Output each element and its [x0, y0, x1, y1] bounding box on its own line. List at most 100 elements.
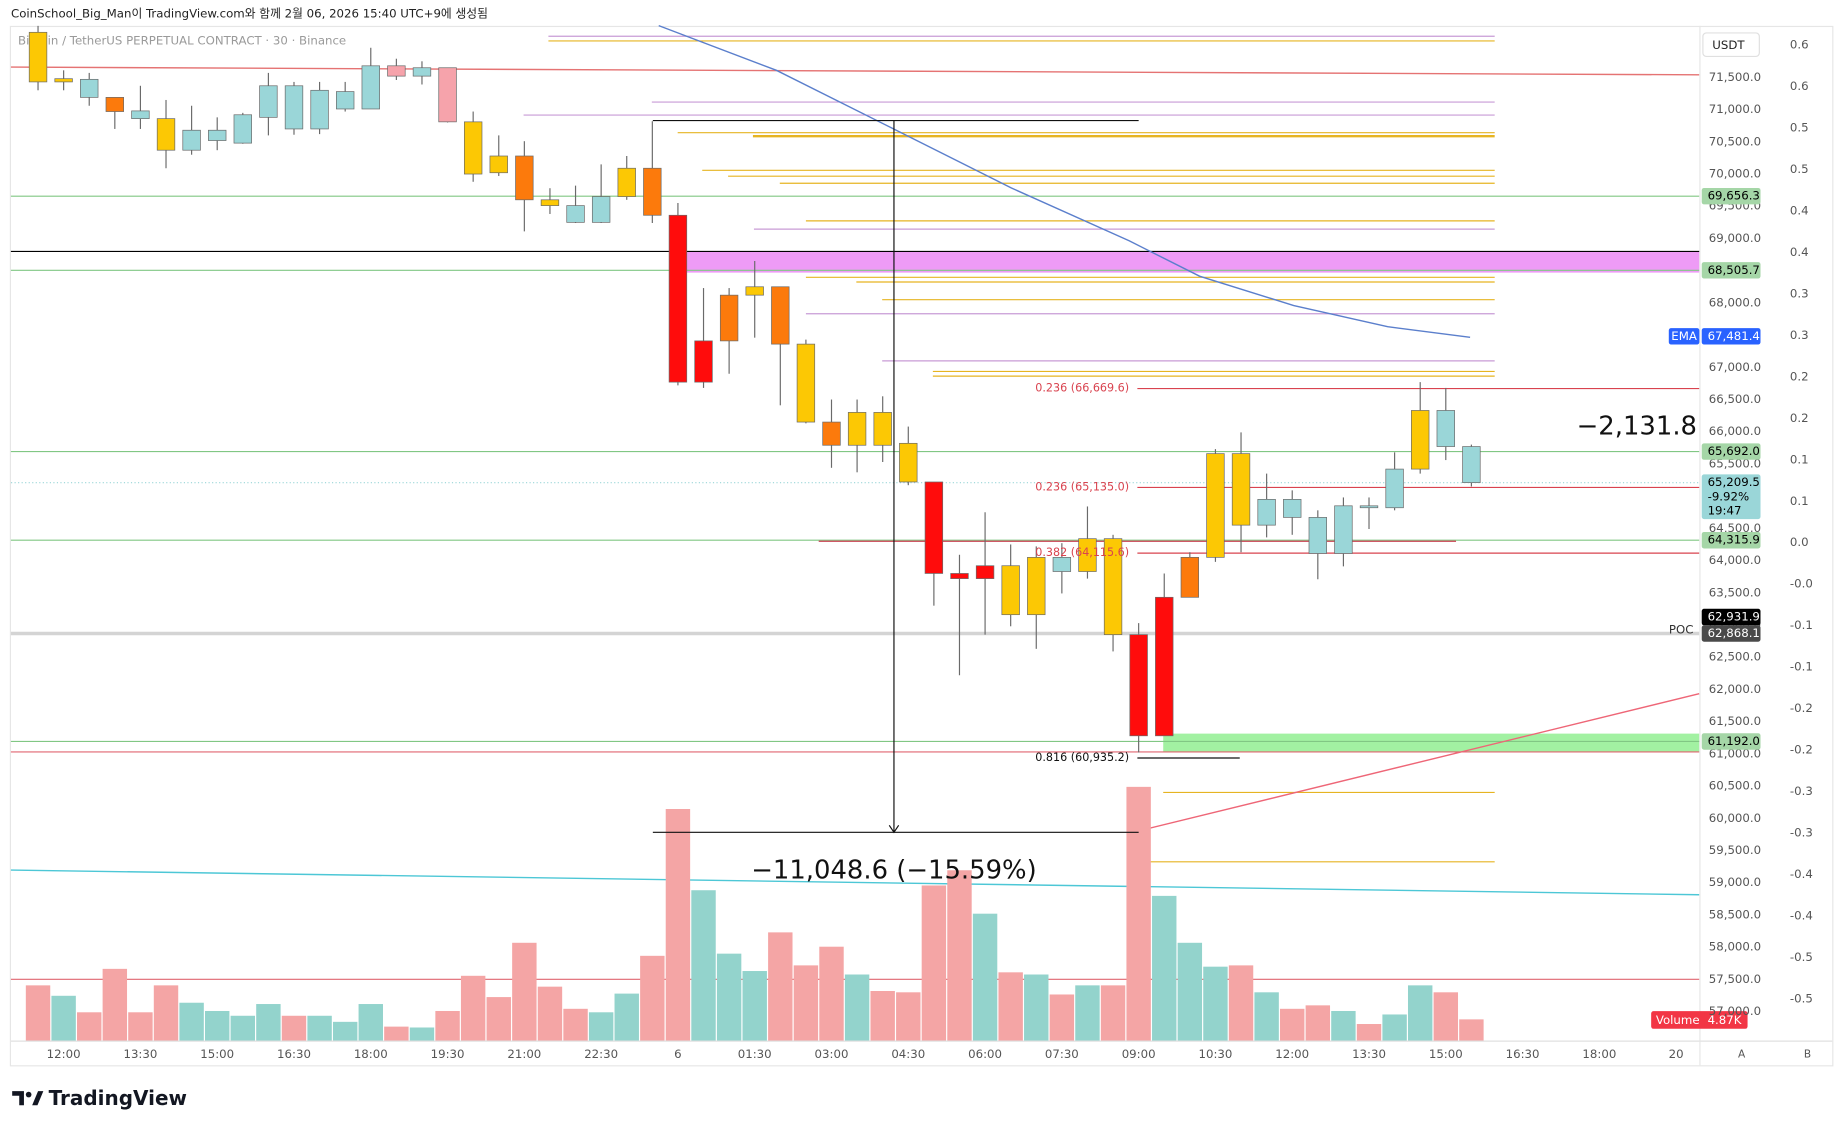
y2-tick-label: 0.4 — [1790, 245, 1809, 259]
y-tick-label: 71,500.0 — [1709, 70, 1761, 84]
candle-body — [489, 155, 508, 174]
candle-body — [1385, 468, 1404, 509]
y2-tick-label: -0.5 — [1790, 992, 1813, 1006]
price-tag-label: 68,505.7 — [1708, 263, 1760, 277]
scale-button[interactable]: A — [1738, 1049, 1746, 1061]
poc-label: POC — [1669, 622, 1694, 636]
candle-body — [1206, 453, 1225, 558]
price-tag-line: -9.92% — [1708, 489, 1750, 503]
candle-body — [924, 481, 944, 574]
volume-bar — [614, 993, 639, 1041]
volume-bar — [153, 985, 179, 1041]
candle-body — [643, 167, 662, 216]
y2-tick-label: 0.5 — [1790, 120, 1809, 134]
y2-tick-label: 0.3 — [1790, 286, 1809, 300]
volume-bar — [1407, 985, 1433, 1041]
x-tick-label: 13:30 — [123, 1047, 157, 1061]
volume-bar — [332, 1021, 358, 1041]
volume-bar — [1433, 992, 1459, 1041]
price-tag — [1701, 733, 1761, 750]
y2-tick-label: -0.2 — [1790, 743, 1813, 757]
y2-tick-label: -0.4 — [1790, 909, 1813, 923]
y2-tick-label: 0.0 — [1790, 535, 1809, 549]
price-tag — [1701, 187, 1761, 205]
x-tick-label: 10:30 — [1198, 1047, 1232, 1061]
volume-bar — [256, 1004, 281, 1041]
currency[interactable]: USDT — [1712, 38, 1745, 52]
candle-body — [1231, 453, 1251, 526]
x-tick-label: 16:30 — [1506, 1047, 1540, 1061]
y-tick-label: 61,000.0 — [1709, 746, 1761, 760]
volume-bar — [537, 986, 563, 1041]
price-tag-label: 61,192.0 — [1708, 734, 1760, 748]
volume-bar — [1459, 1019, 1484, 1041]
y-tick-label: 64,000.0 — [1709, 553, 1761, 567]
x-tick-label: 20 — [1669, 1047, 1684, 1061]
y2-tick-label: 0.2 — [1790, 369, 1809, 383]
x-tick-label: 13:30 — [1352, 1047, 1386, 1061]
price-tag — [1701, 625, 1761, 642]
y2-tick-label: -0.1 — [1790, 618, 1813, 632]
volume-bar — [1356, 1024, 1382, 1041]
volume-bar — [512, 942, 537, 1041]
volume-bar — [896, 992, 921, 1041]
candle-body — [182, 129, 201, 151]
volume-bar — [742, 971, 767, 1041]
volume-bar — [460, 975, 486, 1041]
y-tick-label: 60,000.0 — [1709, 811, 1761, 825]
volume-bar — [768, 932, 793, 1041]
candle-body — [1001, 565, 1020, 616]
y-tick-label: 58,500.0 — [1709, 907, 1761, 921]
candle-body — [1257, 499, 1276, 526]
candle-body — [822, 421, 841, 446]
x-tick-label: 12:00 — [47, 1047, 81, 1061]
price-tag-label: 69,656.3 — [1708, 189, 1760, 203]
volume-bar — [1331, 1010, 1356, 1041]
price-tag — [1701, 608, 1761, 626]
volume-bar — [563, 1008, 588, 1041]
x-tick-label: 15:00 — [200, 1047, 234, 1061]
volume-bar — [665, 809, 691, 1041]
candle-body — [105, 97, 124, 112]
volume-bar — [716, 953, 742, 1041]
candle-body — [591, 196, 611, 223]
volume-bar — [1049, 994, 1075, 1041]
logo-mark — [25, 1091, 32, 1098]
volume-bar — [435, 1010, 460, 1041]
currency-box[interactable] — [1702, 32, 1760, 58]
x-tick-label: 18:00 — [354, 1047, 388, 1061]
y-tick-label: 57,500.0 — [1709, 972, 1761, 986]
symbol: Bitcoin / TetherUS PERPETUAL CONTRACT · … — [18, 34, 346, 48]
frame — [9, 25, 1834, 1067]
candle-body — [566, 205, 585, 223]
candle-body — [438, 67, 457, 123]
volume-bar — [1126, 786, 1151, 1041]
x-tick-label: 03:00 — [815, 1047, 849, 1061]
candle-body — [284, 85, 304, 130]
candle-body — [694, 340, 713, 383]
candle-body — [80, 78, 99, 98]
volume-bar — [1228, 965, 1254, 1041]
volume-bar — [51, 995, 76, 1041]
price-tag-label: 64,315.9 — [1708, 533, 1760, 547]
y-tick-label: 61,500.0 — [1709, 714, 1761, 728]
scale-button[interactable]: B — [1804, 1049, 1811, 1061]
candle-body — [796, 343, 816, 423]
candle-body — [387, 65, 406, 77]
volume-bar — [281, 1015, 307, 1041]
volume-bar — [1177, 942, 1203, 1041]
candle-body — [1155, 596, 1174, 737]
y2-tick-label: 0.2 — [1790, 411, 1809, 425]
x-tick-label: 21:00 — [507, 1047, 541, 1061]
ema-tag-label: EMA — [1671, 329, 1697, 343]
annotations: 0.236 (66,669.6) 0.236 (65,135.0) 0.382 (6… — [652, 119, 1139, 834]
fib-label: 0.236 (65,135.0) — [1035, 480, 1129, 493]
volume-bar — [1305, 1005, 1331, 1041]
volume-bar — [947, 870, 972, 1041]
y2-tick-label: -0.0 — [1790, 577, 1813, 591]
x-tick-label: 16:30 — [277, 1047, 311, 1061]
y2-tick-label: 0.4 — [1790, 203, 1809, 217]
drawings — [10, 24, 1700, 980]
price-tag — [1701, 262, 1761, 279]
